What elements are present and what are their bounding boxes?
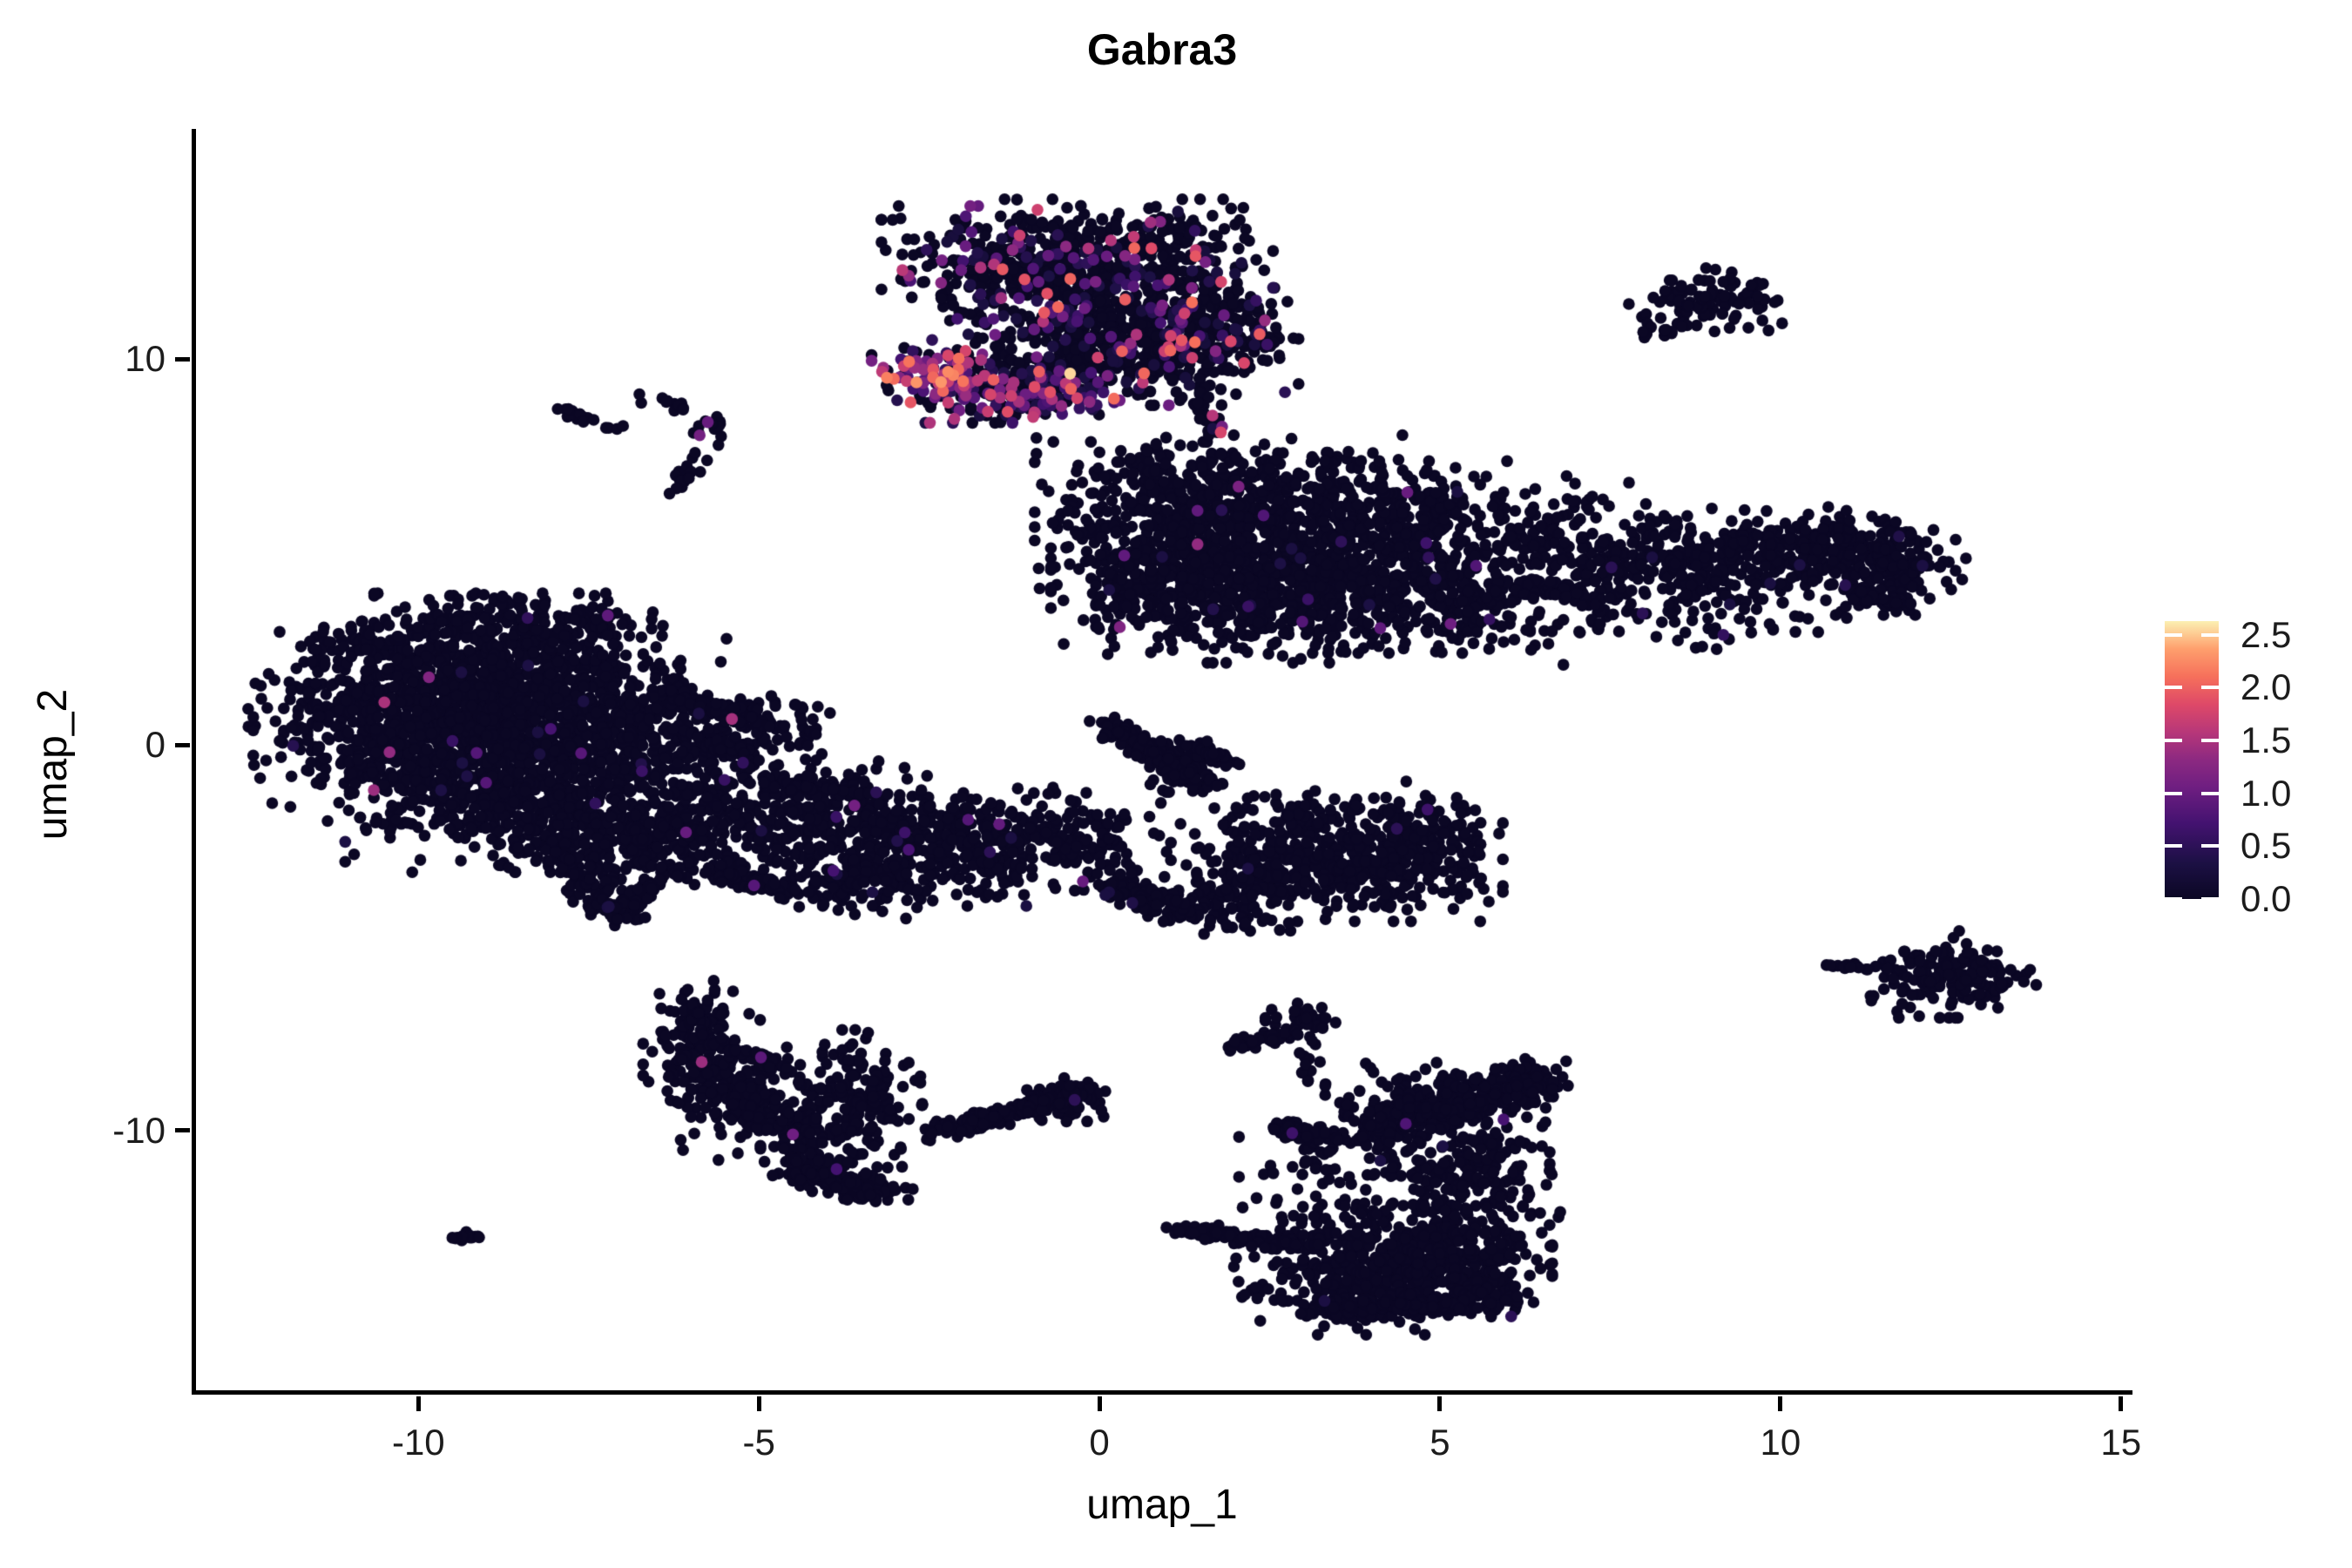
x-tick-mark <box>416 1396 421 1411</box>
x-tick-mark <box>1097 1396 1102 1411</box>
colorbar-tick-mark <box>2201 739 2219 743</box>
colorbar-tick-mark <box>2165 844 2182 848</box>
plot-panel-axes <box>192 129 2132 1395</box>
colorbar-tick-mark <box>2201 632 2219 637</box>
x-tick-label: 15 <box>2100 1422 2142 1463</box>
x-tick-label: -10 <box>391 1422 445 1463</box>
colorbar-tick-label: 0.5 <box>2240 825 2292 867</box>
colorbar-tick-label: 1.0 <box>2240 772 2292 814</box>
y-tick-mark <box>175 742 190 747</box>
colorbar-tick-mark <box>2165 739 2182 743</box>
x-tick-label: 5 <box>1429 1422 1450 1463</box>
x-tick-label: 10 <box>1760 1422 1801 1463</box>
colorbar-gradient <box>2165 621 2219 899</box>
colorbar-tick-mark <box>2201 897 2219 899</box>
y-axis-title: umap_2 <box>30 688 76 841</box>
y-tick-label: -10 <box>112 1109 166 1151</box>
x-tick-mark <box>1437 1396 1443 1411</box>
colorbar-tick-mark <box>2165 897 2182 899</box>
colorbar-tick-mark <box>2201 844 2219 848</box>
x-tick-mark <box>2119 1396 2124 1411</box>
x-tick-mark <box>756 1396 761 1411</box>
x-tick-mark <box>1778 1396 1783 1411</box>
y-tick-mark <box>175 1128 190 1133</box>
colorbar-tick-label: 2.0 <box>2240 666 2292 708</box>
colorbar-tick-label: 0.0 <box>2240 878 2292 919</box>
y-tick-label: 10 <box>125 338 166 380</box>
x-tick-label: -5 <box>742 1422 775 1463</box>
x-axis-title: umap_1 <box>1086 1482 1238 1528</box>
colorbar-tick-label: 1.5 <box>2240 720 2292 761</box>
x-tick-label: 0 <box>1089 1422 1110 1463</box>
colorbar-tick-label: 2.5 <box>2240 613 2292 655</box>
colorbar-tick-mark <box>2165 632 2182 637</box>
colorbar-tick-mark <box>2201 686 2219 690</box>
y-tick-label: 0 <box>145 724 166 765</box>
colorbar-tick-mark <box>2165 686 2182 690</box>
colorbar-tick-mark <box>2201 791 2219 795</box>
colorbar-tick-mark <box>2165 791 2182 795</box>
y-tick-mark <box>175 356 190 362</box>
